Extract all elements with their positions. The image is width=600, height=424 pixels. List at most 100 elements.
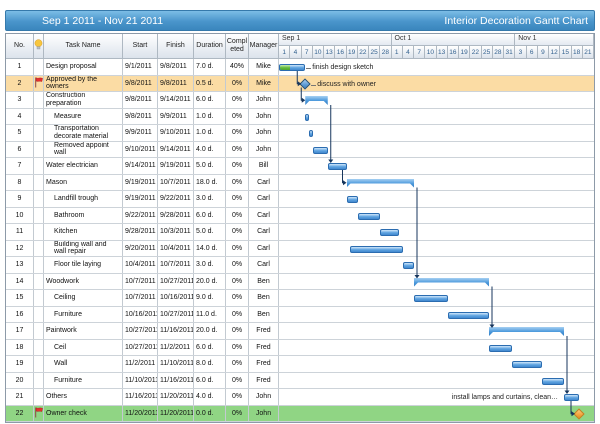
cell-task-name: Mason xyxy=(44,174,123,190)
cell-marker xyxy=(34,92,44,108)
table-row[interactable]: 15 Ceiling 10/7/2011 10/16/2011 9.0 d. 0% Ben xyxy=(6,290,594,307)
cell-finish: 10/27/2011 xyxy=(158,306,194,322)
cell-task-name: Wall xyxy=(44,356,123,372)
cell-completed: 0% xyxy=(226,75,249,91)
cell-start: 10/4/2011 xyxy=(123,257,158,273)
cell-duration: 8.0 d. xyxy=(194,356,226,372)
cell-manager: John xyxy=(249,108,279,124)
cell-finish: 9/8/2011 xyxy=(158,59,194,75)
cell-manager: Carl xyxy=(249,191,279,207)
col-header-completed: Completed xyxy=(226,34,249,59)
cell-finish: 11/10/2011 xyxy=(158,356,194,372)
cell-task-name: Water electrician xyxy=(44,158,123,174)
table-row[interactable]: 7 Water electrician 9/14/2011 9/19/2011 5.0 … xyxy=(6,158,594,175)
cell-task-name: Furniture xyxy=(44,306,123,322)
cell-marker xyxy=(34,389,44,405)
timeline-day: 28 xyxy=(380,46,392,59)
cell-start: 11/20/2011 xyxy=(123,405,158,421)
cell-duration: 4.0 d. xyxy=(194,141,226,157)
timeline-month-0: Sep 1 xyxy=(279,34,392,46)
cell-duration: 18.0 d. xyxy=(194,174,226,190)
cell-marker xyxy=(34,125,44,141)
cell-manager: Carl xyxy=(249,240,279,256)
cell-duration: 11.0 d. xyxy=(194,306,226,322)
table-row[interactable]: 17 Paintwork 10/27/2011 11/16/2011 20.0 d. 0%… xyxy=(6,323,594,340)
cell-start: 11/16/2011 xyxy=(123,389,158,405)
table-row[interactable]: 20 Furniture 11/10/2011 11/16/2011 6.0 d. 0% F… xyxy=(6,372,594,389)
table-row[interactable]: 8 Mason 9/19/2011 10/7/2011 18.0 d. 0% Carl xyxy=(6,174,594,191)
cell-duration: 5.0 d. xyxy=(194,158,226,174)
cell-task-name: Bathroom xyxy=(44,207,123,223)
cell-completed: 0% xyxy=(226,306,249,322)
table-row[interactable]: 18 Ceil 10/27/2011 11/2/2011 6.0 d. 0% Fred xyxy=(6,339,594,356)
table-row[interactable]: 1 Design proposal 9/1/2011 9/8/2011 7.0 d. 40… xyxy=(6,59,594,76)
timeline-day: 22 xyxy=(357,46,369,59)
cell-start: 11/2/2011 xyxy=(123,356,158,372)
timeline-day: 9 xyxy=(537,46,549,59)
table-row[interactable]: 11 Kitchen 9/28/2011 10/3/2011 5.0 d. 0% Carl xyxy=(6,224,594,241)
table-row[interactable]: 4 Measure 9/8/2011 9/9/2011 1.0 d. 0% John xyxy=(6,108,594,125)
cell-no: 5 xyxy=(6,125,34,141)
table-row[interactable]: 22 Owner check 11/20/2011 11/20/2011 0.0 d. 0… xyxy=(6,405,594,422)
cell-finish: 10/16/2011 xyxy=(158,290,194,306)
cell-no: 18 xyxy=(6,339,34,355)
timeline-day: 22 xyxy=(470,46,482,59)
table-row[interactable]: 10 Bathroom 9/22/2011 9/28/2011 6.0 d. 0% Carl xyxy=(6,207,594,224)
timeline-day: 13 xyxy=(436,46,448,59)
cell-manager: Ben xyxy=(249,290,279,306)
cell-marker xyxy=(34,75,44,91)
date-range-label: Sep 1 2011 - Nov 21 2011 xyxy=(42,14,164,27)
timeline-day: 25 xyxy=(481,46,493,59)
cell-marker xyxy=(34,339,44,355)
cell-no: 10 xyxy=(6,207,34,223)
cell-marker xyxy=(34,174,44,190)
table-row[interactable]: 12 Building wall and wall repair 9/20/2011… xyxy=(6,240,594,257)
cell-duration: 0.5 d. xyxy=(194,75,226,91)
chart-title: Interior Decoration Gantt Chart xyxy=(444,14,588,27)
timeline-day: 3 xyxy=(515,46,527,59)
cell-marker xyxy=(34,306,44,322)
table-row[interactable]: 3 Construction preparation 9/8/2011 9/14/20… xyxy=(6,92,594,109)
table-row[interactable]: 5 Transportation decorate material 9/9/201… xyxy=(6,125,594,142)
col-header-start: Start xyxy=(123,34,158,59)
table-row[interactable]: 19 Wall 11/2/2011 11/10/2011 8.0 d. 0% Fred xyxy=(6,356,594,373)
cell-manager: John xyxy=(249,141,279,157)
cell-task-name: Measure xyxy=(44,108,123,124)
cell-manager: Mike xyxy=(249,75,279,91)
cell-duration: 6.0 d. xyxy=(194,92,226,108)
cell-start: 9/9/2011 xyxy=(123,125,158,141)
cell-completed: 0% xyxy=(226,389,249,405)
cell-task-name: Paintwork xyxy=(44,323,123,339)
cell-finish: 9/9/2011 xyxy=(158,108,194,124)
table-row[interactable]: 6 Removed appoint wall 9/10/2011 9/14/2011 4… xyxy=(6,141,594,158)
timeline-day: 6 xyxy=(526,46,538,59)
cell-finish: 10/3/2011 xyxy=(158,224,194,240)
table-row[interactable]: 16 Furniture 10/16/2011 10/27/2011 11.0 d. 0%… xyxy=(6,306,594,323)
cell-duration: 14.0 d. xyxy=(194,240,226,256)
cell-completed: 0% xyxy=(226,92,249,108)
cell-manager: Mike xyxy=(249,59,279,75)
table-row[interactable]: 9 Landfill trough 9/19/2011 9/22/2011 3.0 d.… xyxy=(6,191,594,208)
timeline-day: 13 xyxy=(324,46,336,59)
cell-no: 19 xyxy=(6,356,34,372)
cell-completed: 0% xyxy=(226,405,249,421)
cell-manager: Fred xyxy=(249,339,279,355)
cell-manager: Carl xyxy=(249,224,279,240)
cell-duration: 5.0 d. xyxy=(194,224,226,240)
table-row[interactable]: 21 Others 11/16/2011 11/20/2011 4.0 d. 0% John xyxy=(6,389,594,406)
cell-finish: 9/22/2011 xyxy=(158,191,194,207)
cell-no: 13 xyxy=(6,257,34,273)
cell-finish: 10/7/2011 xyxy=(158,174,194,190)
table-row[interactable]: 13 Floor tile laying 10/4/2011 10/7/2011 3.0… xyxy=(6,257,594,274)
cell-task-name: Others xyxy=(44,389,123,405)
cell-manager: John xyxy=(249,92,279,108)
cell-marker xyxy=(34,207,44,223)
cell-manager: Fred xyxy=(249,323,279,339)
table-row[interactable]: 14 Woodwork 10/7/2011 10/27/2011 20.0 d. 0% Be… xyxy=(6,273,594,290)
timeline-day: 7 xyxy=(414,46,426,59)
col-header-no: No. xyxy=(6,34,34,59)
cell-duration: 9.0 d. xyxy=(194,290,226,306)
cell-manager: Ben xyxy=(249,273,279,289)
table-row[interactable]: 2 Approved by the owners 9/8/2011 9/8/2011 0… xyxy=(6,75,594,92)
cell-completed: 0% xyxy=(226,356,249,372)
